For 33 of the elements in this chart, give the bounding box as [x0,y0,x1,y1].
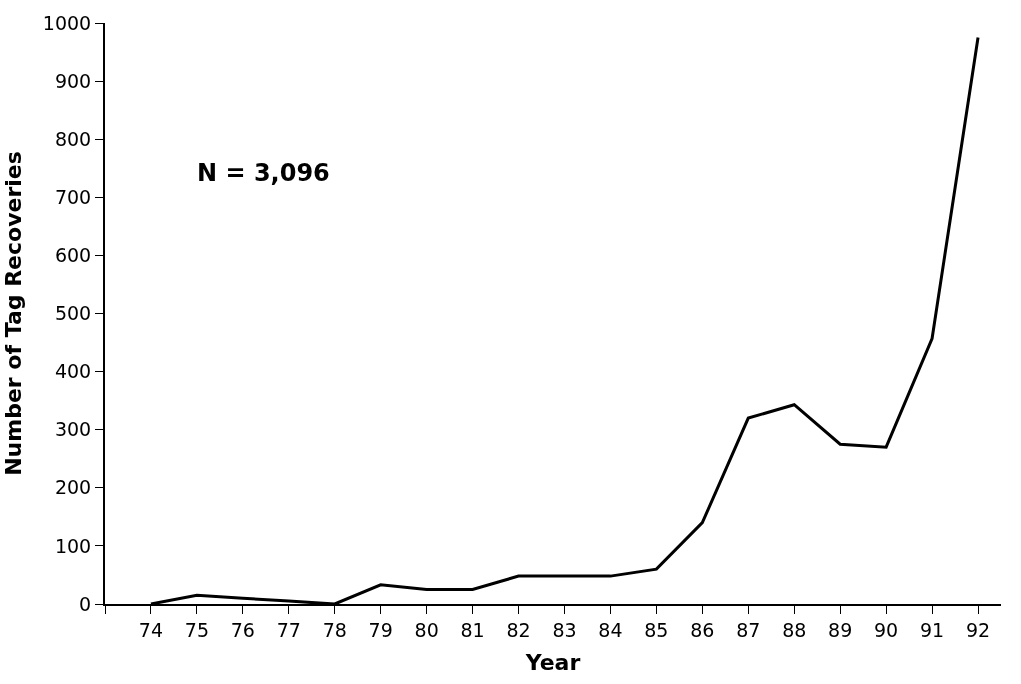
y-tick-label: 800 [54,127,92,150]
annotation: N = 3,096 [197,159,330,187]
y-tick-label: 700 [54,185,92,208]
x-tick-label: 87 [736,618,761,641]
x-tick-label: 80 [414,618,439,641]
y-tick-label: 0 [79,592,92,615]
y-tick-label: 500 [54,302,92,325]
y-tick-label: 400 [54,360,92,383]
x-tick-label: 88 [782,618,807,641]
x-tick-label: 90 [874,618,899,641]
x-tick-label: 83 [552,618,577,641]
y-tick-label: 900 [54,69,92,92]
y-tick-label: 200 [54,476,92,499]
x-tick-label: 79 [368,618,393,641]
x-tick-label: 86 [690,618,715,641]
x-tick-label: 91 [919,618,945,641]
x-tick-label: 81 [460,618,485,641]
x-tick-label: 92 [965,618,991,641]
x-tick-label: 85 [644,618,669,641]
x-tick-label: 77 [276,618,301,641]
y-tick-label: 100 [54,534,92,557]
x-tick-label: 74 [138,618,164,641]
x-tick-label: 78 [322,618,347,641]
x-tick-label: 84 [598,618,623,641]
x-tick-label: 75 [184,618,209,641]
y-tick-label: 1000 [42,11,92,34]
x-tick-label: 76 [230,618,255,641]
x-axis-title: Year [524,650,581,676]
y-axis-title: Number of Tag Recoveries [1,151,27,476]
x-tick-label: 82 [506,618,531,641]
x-tick-label: 89 [828,618,853,641]
y-tick-label: 600 [54,244,92,267]
y-tick-label: 300 [54,418,92,441]
